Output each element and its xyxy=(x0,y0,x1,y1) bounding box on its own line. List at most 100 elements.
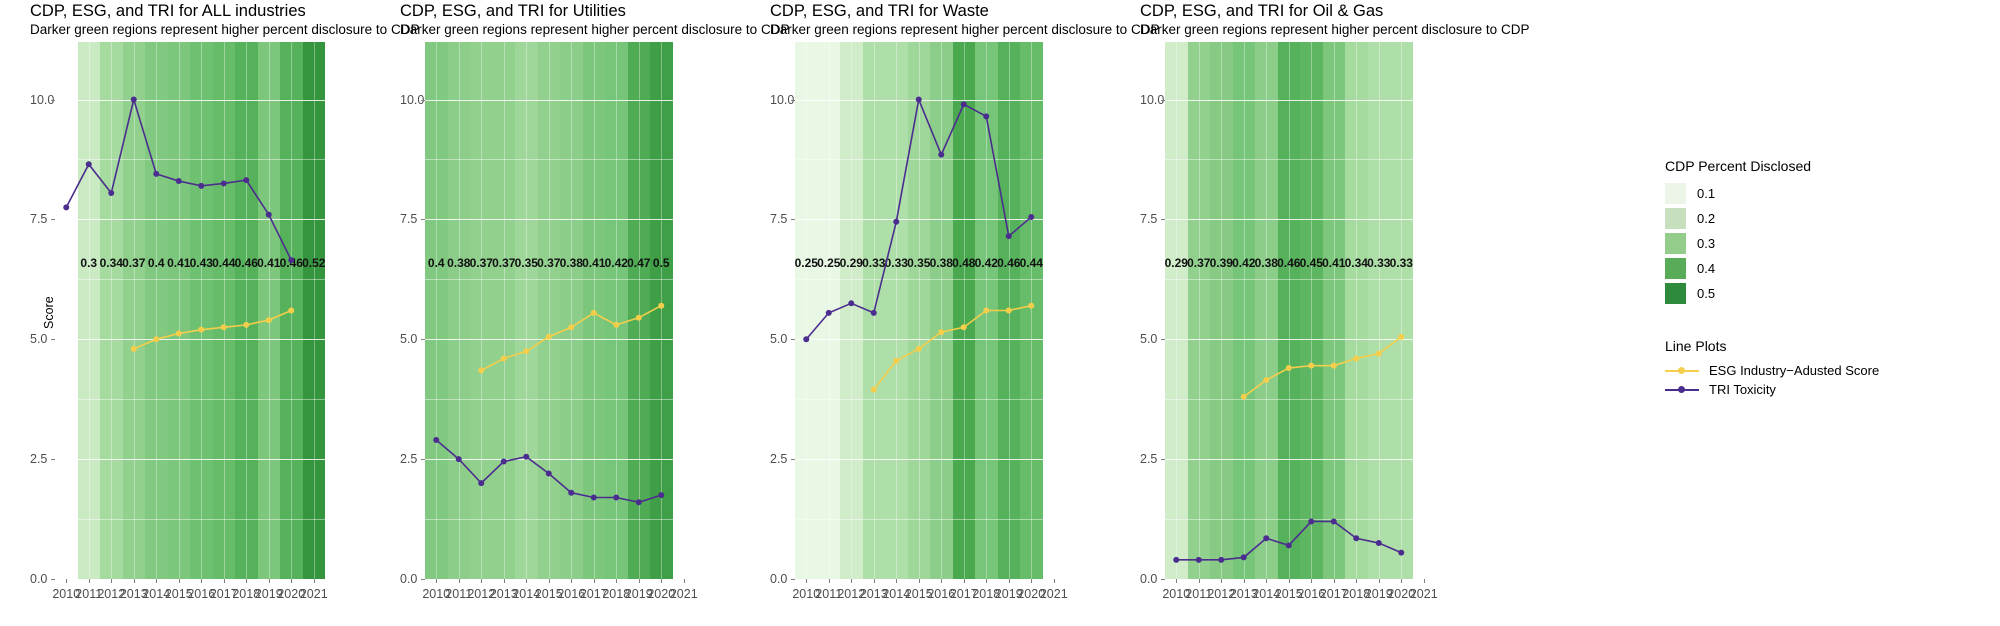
x-axis-tick-mark xyxy=(1031,579,1033,583)
y-axis-tick-label: 10.0 xyxy=(30,92,55,107)
series-point xyxy=(1005,233,1012,240)
y-axis-tick-label: 2.5 xyxy=(400,452,418,467)
series-point xyxy=(938,329,945,336)
x-axis-tick-mark xyxy=(896,579,898,583)
heat-band xyxy=(167,42,190,579)
heat-band xyxy=(1210,42,1233,579)
x-axis-tick-mark xyxy=(1243,579,1245,583)
gridline-vertical xyxy=(616,42,618,579)
gridline-vertical xyxy=(111,42,113,579)
series-overlay xyxy=(803,96,1035,393)
heat-band xyxy=(1322,42,1345,579)
series-point xyxy=(1240,393,1247,400)
gridline-vertical xyxy=(548,42,550,579)
legend: CDP Percent Disclosed 0.1 0.2 0.3 0.4 0.5 Line… xyxy=(1665,158,1879,401)
series-line xyxy=(133,309,292,350)
gridline-horizontal xyxy=(55,219,325,221)
series-point xyxy=(130,96,137,103)
series-point xyxy=(1330,518,1337,525)
band-value-label: 0.29 xyxy=(1165,255,1188,270)
legend-item-fill[interactable]: 0.2 xyxy=(1665,208,1879,229)
gridline-vertical xyxy=(1221,42,1223,579)
series-point xyxy=(635,314,642,321)
gridline-horizontal xyxy=(425,459,695,461)
x-axis-tick-label: 2016 xyxy=(1297,587,1326,601)
legend-item-fill[interactable]: 0.5 xyxy=(1665,283,1879,304)
legend-line-icon xyxy=(1665,383,1699,397)
series-point xyxy=(108,190,115,197)
x-axis-tick-label: 2010 xyxy=(422,587,451,601)
x-axis-tick-label: 2013 xyxy=(119,587,148,601)
heat-band xyxy=(1165,42,1188,579)
x-axis-tick-label: 2021 xyxy=(1409,587,1438,601)
x-axis-tick-label: 2011 xyxy=(445,587,473,601)
gridline-vertical xyxy=(268,42,270,579)
x-axis-tick-mark xyxy=(1378,579,1380,583)
band-value-label: 0.3 xyxy=(80,255,98,270)
y-axis-tick-label: 5.0 xyxy=(400,332,418,347)
x-axis-tick-label: 2010 xyxy=(792,587,821,601)
series-point xyxy=(1308,518,1315,525)
series-point xyxy=(825,309,832,316)
x-axis-tick-label: 2014 xyxy=(1252,587,1281,601)
heat-band xyxy=(650,42,673,579)
y-axis-tick-mark xyxy=(421,339,425,341)
legend-item-fill[interactable]: 0.3 xyxy=(1665,233,1879,254)
x-axis-tick-mark xyxy=(806,579,808,583)
heat-band xyxy=(257,42,280,579)
series-point xyxy=(938,151,945,158)
band-value-label: 0.43 xyxy=(189,255,213,270)
series-point xyxy=(1195,556,1202,563)
gridline-horizontal-minor xyxy=(795,399,1065,401)
x-axis-tick-label: 2014 xyxy=(142,587,171,601)
gridline-vertical xyxy=(481,42,483,579)
gridline-vertical xyxy=(1198,42,1200,579)
gridline-horizontal xyxy=(55,459,325,461)
x-axis-tick-mark xyxy=(1176,579,1178,583)
x-axis-tick-label: 2012 xyxy=(97,587,126,601)
x-axis-tick-mark xyxy=(593,579,595,583)
x-axis-tick-label: 2019 xyxy=(994,587,1023,601)
series-point xyxy=(478,480,485,487)
gridline-horizontal-minor xyxy=(425,519,695,521)
heat-band xyxy=(235,42,258,579)
x-axis-tick-mark xyxy=(178,579,180,583)
series-point xyxy=(1353,535,1360,542)
series-point xyxy=(243,177,250,184)
legend-item-line[interactable]: TRI Toxicity xyxy=(1665,382,1879,397)
gridline-horizontal-minor xyxy=(795,159,1065,161)
gridline-vertical xyxy=(851,42,853,579)
band-value-label: 0.34 xyxy=(1344,255,1368,270)
band-value-label: 0.5 xyxy=(652,255,670,270)
gridline-vertical xyxy=(436,42,438,579)
y-axis-tick-mark xyxy=(421,99,425,101)
gridline-horizontal-minor xyxy=(55,279,325,281)
x-axis-tick-mark xyxy=(963,579,965,583)
panel-title: CDP, ESG, and TRI for Oil & Gas xyxy=(1140,2,1384,20)
series-point xyxy=(175,178,182,185)
series-line xyxy=(873,304,1032,391)
gridline-horizontal-minor xyxy=(55,399,325,401)
y-axis-tick-label: 7.5 xyxy=(1140,212,1158,227)
x-axis-tick-label: 2020 xyxy=(1017,587,1046,601)
heat-band xyxy=(302,42,325,579)
y-axis-tick-mark xyxy=(791,219,795,221)
band-value-label: 0.29 xyxy=(839,255,863,270)
legend-item-line[interactable]: ESG Industry−Adusted Score xyxy=(1665,363,1879,378)
x-axis-tick-mark xyxy=(986,579,988,583)
series-point xyxy=(1263,377,1270,384)
heat-band xyxy=(190,42,213,579)
gridline-vertical xyxy=(1423,42,1425,579)
legend-item-fill[interactable]: 0.1 xyxy=(1665,183,1879,204)
heat-band xyxy=(1187,42,1210,579)
legend-swatch-icon xyxy=(1665,183,1686,204)
series-point xyxy=(1285,365,1292,372)
series-point xyxy=(983,307,990,314)
band-value-label: 0.25 xyxy=(817,255,841,270)
legend-item-fill[interactable]: 0.4 xyxy=(1665,258,1879,279)
chart-panel-4: CDP, ESG, and TRI for Oil & Gas Darker gr… xyxy=(1140,0,1529,626)
panel-subtitle: Darker green regions represent higher pe… xyxy=(1140,22,1530,37)
series-point xyxy=(265,211,272,218)
y-axis-tick-label: 2.5 xyxy=(770,452,788,467)
